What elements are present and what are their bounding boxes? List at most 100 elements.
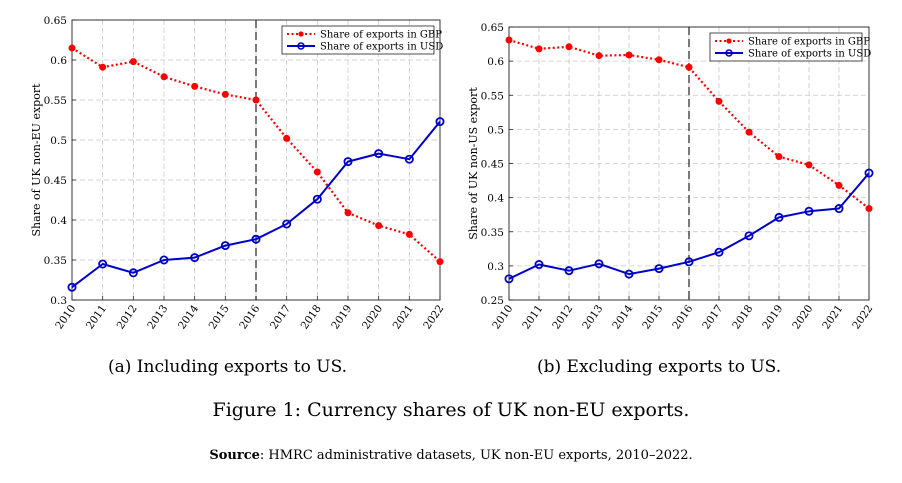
data-point: [775, 153, 783, 161]
data-point: [283, 134, 291, 142]
y-tick-label: 0.55: [481, 90, 504, 102]
data-point: [834, 204, 844, 214]
data-point: [282, 219, 292, 229]
y-tick-label: 0.5: [50, 135, 67, 147]
y-axis-label: Share of UK non-US export: [467, 87, 480, 240]
legend-entry-label: Share of exports in GBP: [748, 37, 870, 48]
data-point: [190, 253, 200, 263]
data-point: [865, 205, 873, 213]
chart-panel-b: 0.25 0.3 0.35 0.4 0.45 0.5 0.55 0.6 0.65 2010 2011…: [467, 22, 875, 332]
data-point: [99, 63, 107, 71]
x-tick-label: 2019: [329, 303, 354, 332]
data-point: [714, 247, 724, 257]
data-point: [436, 258, 444, 266]
x-tick-label: 2012: [550, 303, 575, 332]
legend-box: [281, 25, 435, 55]
data-point: [312, 194, 322, 204]
data-point: [252, 96, 260, 104]
x-tick-label: 2014: [610, 303, 635, 332]
x-tick-label: 2015: [207, 303, 232, 332]
x-tick-label: 2011: [520, 303, 545, 332]
data-point: [435, 117, 445, 127]
data-point: [864, 168, 874, 178]
legend-entry-label: Share of exports in GBP: [320, 30, 442, 41]
data-point: [595, 52, 603, 60]
x-tick-label: 2015: [640, 303, 665, 332]
data-point: [715, 97, 723, 105]
data-point: [68, 44, 76, 52]
y-tick-label: 0.55: [44, 95, 67, 107]
data-point: [565, 43, 573, 51]
data-point: [404, 154, 414, 164]
x-tick-label: 2020: [790, 303, 815, 332]
data-point: [535, 45, 543, 53]
data-point: [654, 264, 664, 274]
source-note: Source: HMRC administrative datasets, UK…: [0, 448, 902, 463]
data-point: [624, 269, 634, 279]
legend-swatch-marker: [297, 42, 305, 50]
source-text: : HMRC administrative datasets, UK non-E…: [259, 448, 693, 463]
x-tick-label: 2013: [580, 303, 605, 332]
data-point: [313, 168, 321, 176]
data-point: [564, 266, 574, 276]
data-point: [344, 209, 352, 217]
data-point: [221, 90, 229, 98]
data-point: [191, 82, 199, 90]
x-tick-label: 2017: [268, 303, 293, 332]
series-line: [71, 120, 441, 288]
legend-swatch-marker: [725, 49, 733, 57]
y-tick-label: 0.4: [487, 193, 504, 205]
y-tick-label: 0.6: [487, 56, 504, 68]
x-tick-label: 2022: [850, 303, 875, 332]
y-tick-label: 0.25: [481, 295, 504, 307]
y-axis-label: Share of UK non-EU export: [30, 83, 43, 237]
x-tick-label: 2013: [145, 303, 170, 332]
subcaption-a: (a) Including exports to US.: [108, 357, 348, 377]
data-point: [684, 257, 694, 267]
y-tick-label: 0.3: [487, 261, 504, 273]
data-point: [504, 274, 514, 284]
x-tick-label: 2016: [670, 303, 695, 332]
data-point: [160, 73, 168, 81]
y-tick-label: 0.45: [44, 175, 67, 187]
data-point: [343, 157, 353, 167]
series-line: [508, 172, 870, 280]
legend-box: [709, 32, 863, 62]
y-tick-label: 0.65: [481, 22, 504, 34]
x-tick-label: 2017: [700, 303, 725, 332]
data-point: [159, 255, 169, 265]
data-point: [128, 268, 138, 278]
x-tick-label: 2011: [84, 303, 109, 332]
subcaption-b: (b) Excluding exports to US.: [537, 357, 782, 377]
data-point: [251, 234, 261, 244]
data-point: [534, 260, 544, 270]
y-tick-label: 0.6: [50, 55, 67, 67]
data-point: [625, 51, 633, 59]
data-point: [685, 63, 693, 71]
legend-entry-label: Share of exports in USD: [748, 49, 871, 60]
data-point: [745, 128, 753, 136]
data-point: [744, 231, 754, 241]
x-tick-label: 2016: [237, 303, 262, 332]
data-point: [655, 56, 663, 64]
data-point: [375, 222, 383, 230]
x-tick-label: 2012: [115, 303, 140, 332]
chart-panel-a: 0.3 0.35 0.4 0.45 0.5 0.55 0.6 0.65 2010 2011 2012…: [30, 15, 446, 332]
y-tick-label: 0.5: [487, 124, 504, 136]
source-label: Source: [209, 448, 260, 463]
x-tick-label: 2018: [299, 303, 324, 332]
data-point: [505, 36, 513, 44]
legend-entry-label: Share of exports in USD: [320, 42, 443, 53]
data-point: [774, 212, 784, 222]
data-point: [374, 149, 384, 159]
data-point: [805, 161, 813, 169]
x-tick-label: 2014: [176, 303, 201, 332]
data-point: [594, 259, 604, 269]
data-point: [67, 282, 77, 292]
x-tick-label: 2018: [730, 303, 755, 332]
data-point: [835, 181, 843, 189]
data-point: [804, 206, 814, 216]
data-point: [405, 230, 413, 238]
x-tick-label: 2021: [820, 303, 845, 332]
